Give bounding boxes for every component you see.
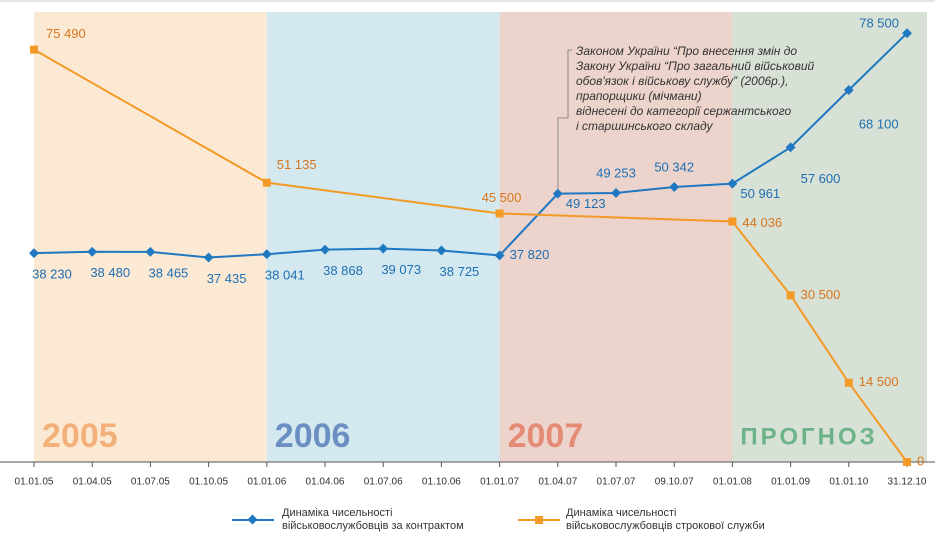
data-label: 68 100: [859, 116, 899, 131]
data-point: [30, 45, 38, 54]
period-band: [732, 12, 927, 462]
x-tick-label: 01.01.06: [247, 477, 286, 488]
data-label: 44 036: [742, 215, 782, 230]
data-label: 14 500: [859, 374, 899, 389]
data-point: [261, 249, 272, 260]
data-point: [611, 188, 621, 198]
annotation-leader: [557, 49, 572, 190]
data-label: 38 465: [149, 265, 189, 280]
data-label: 38 725: [440, 264, 480, 279]
data-label: 45 500: [482, 190, 522, 205]
data-point: [436, 245, 447, 256]
data-point: [728, 217, 737, 226]
data-point: [902, 28, 912, 39]
period-label: 2007: [508, 417, 584, 455]
period-band: [266, 12, 500, 462]
x-tick-label: 09.10.07: [655, 477, 694, 488]
legend-label: Динаміка чисельності військовослужбовців…: [566, 507, 765, 532]
x-tick-label: 01.07.06: [364, 477, 403, 488]
data-point: [87, 246, 98, 257]
data-point: [145, 246, 156, 257]
data-point: [785, 142, 796, 153]
data-label: 30 500: [801, 287, 841, 302]
data-label: 51 135: [277, 157, 317, 172]
data-point: [552, 188, 563, 199]
data-label: 38 480: [90, 265, 130, 280]
data-label: 78 500: [859, 16, 899, 31]
series-line: [33, 32, 908, 259]
data-label: 38 868: [323, 263, 363, 278]
data-point: [203, 252, 214, 263]
x-tick-label: 01.01.07: [480, 477, 519, 488]
data-point: [378, 243, 389, 254]
data-point: [903, 458, 911, 466]
period-label: 2006: [275, 417, 351, 455]
period-band: [34, 12, 267, 462]
period-label: ПРОГНОЗ: [740, 423, 877, 450]
x-tick-label: 01.04.07: [538, 477, 577, 488]
x-tick-label: 01.07.05: [131, 477, 170, 488]
x-tick-label: 01.10.05: [189, 477, 228, 488]
data-point: [727, 178, 738, 189]
data-label: 75 490: [46, 26, 86, 41]
data-point: [786, 291, 795, 300]
x-tick-label: 01.07.07: [597, 477, 636, 488]
x-tick-label: 01.04.05: [73, 477, 112, 488]
x-tick-label: 01.10.06: [422, 477, 461, 488]
x-tick-label: 01.01.08: [713, 477, 752, 488]
data-point: [494, 250, 505, 261]
legend-marker: [535, 516, 543, 524]
data-label: 39 073: [381, 262, 421, 277]
data-label: 38 230: [32, 267, 72, 282]
data-point: [29, 248, 39, 259]
data-label: 37 435: [207, 271, 247, 286]
x-tick-label: 01.04.06: [306, 477, 345, 488]
data-point: [320, 244, 330, 255]
data-point: [844, 378, 853, 387]
x-tick-label: 01.01.05: [15, 477, 54, 488]
data-label: 0: [917, 453, 924, 468]
data-point: [495, 209, 504, 218]
data-label: 50 961: [740, 186, 780, 201]
annotation: Законом України “Про внесення змін до За…: [576, 44, 815, 133]
data-point: [843, 85, 854, 95]
legend-marker: [247, 514, 258, 525]
data-label: 49 253: [596, 165, 636, 180]
data-point: [262, 178, 271, 187]
data-label: 50 342: [654, 159, 694, 174]
period-band: [499, 12, 733, 462]
x-tick-label: 01.01.09: [771, 477, 810, 488]
data-label: 49 123: [566, 196, 606, 211]
data-label: 57 600: [801, 171, 841, 186]
data-label: 37 820: [510, 247, 550, 262]
x-tick-label: 31.12.10: [888, 477, 927, 488]
data-label: 38 041: [265, 268, 305, 283]
data-point: [669, 182, 680, 192]
x-tick-label: 01.01.10: [829, 477, 868, 488]
period-label: 2005: [42, 417, 118, 455]
legend-label: Динаміка чисельності військовослужбовців…: [282, 507, 464, 532]
